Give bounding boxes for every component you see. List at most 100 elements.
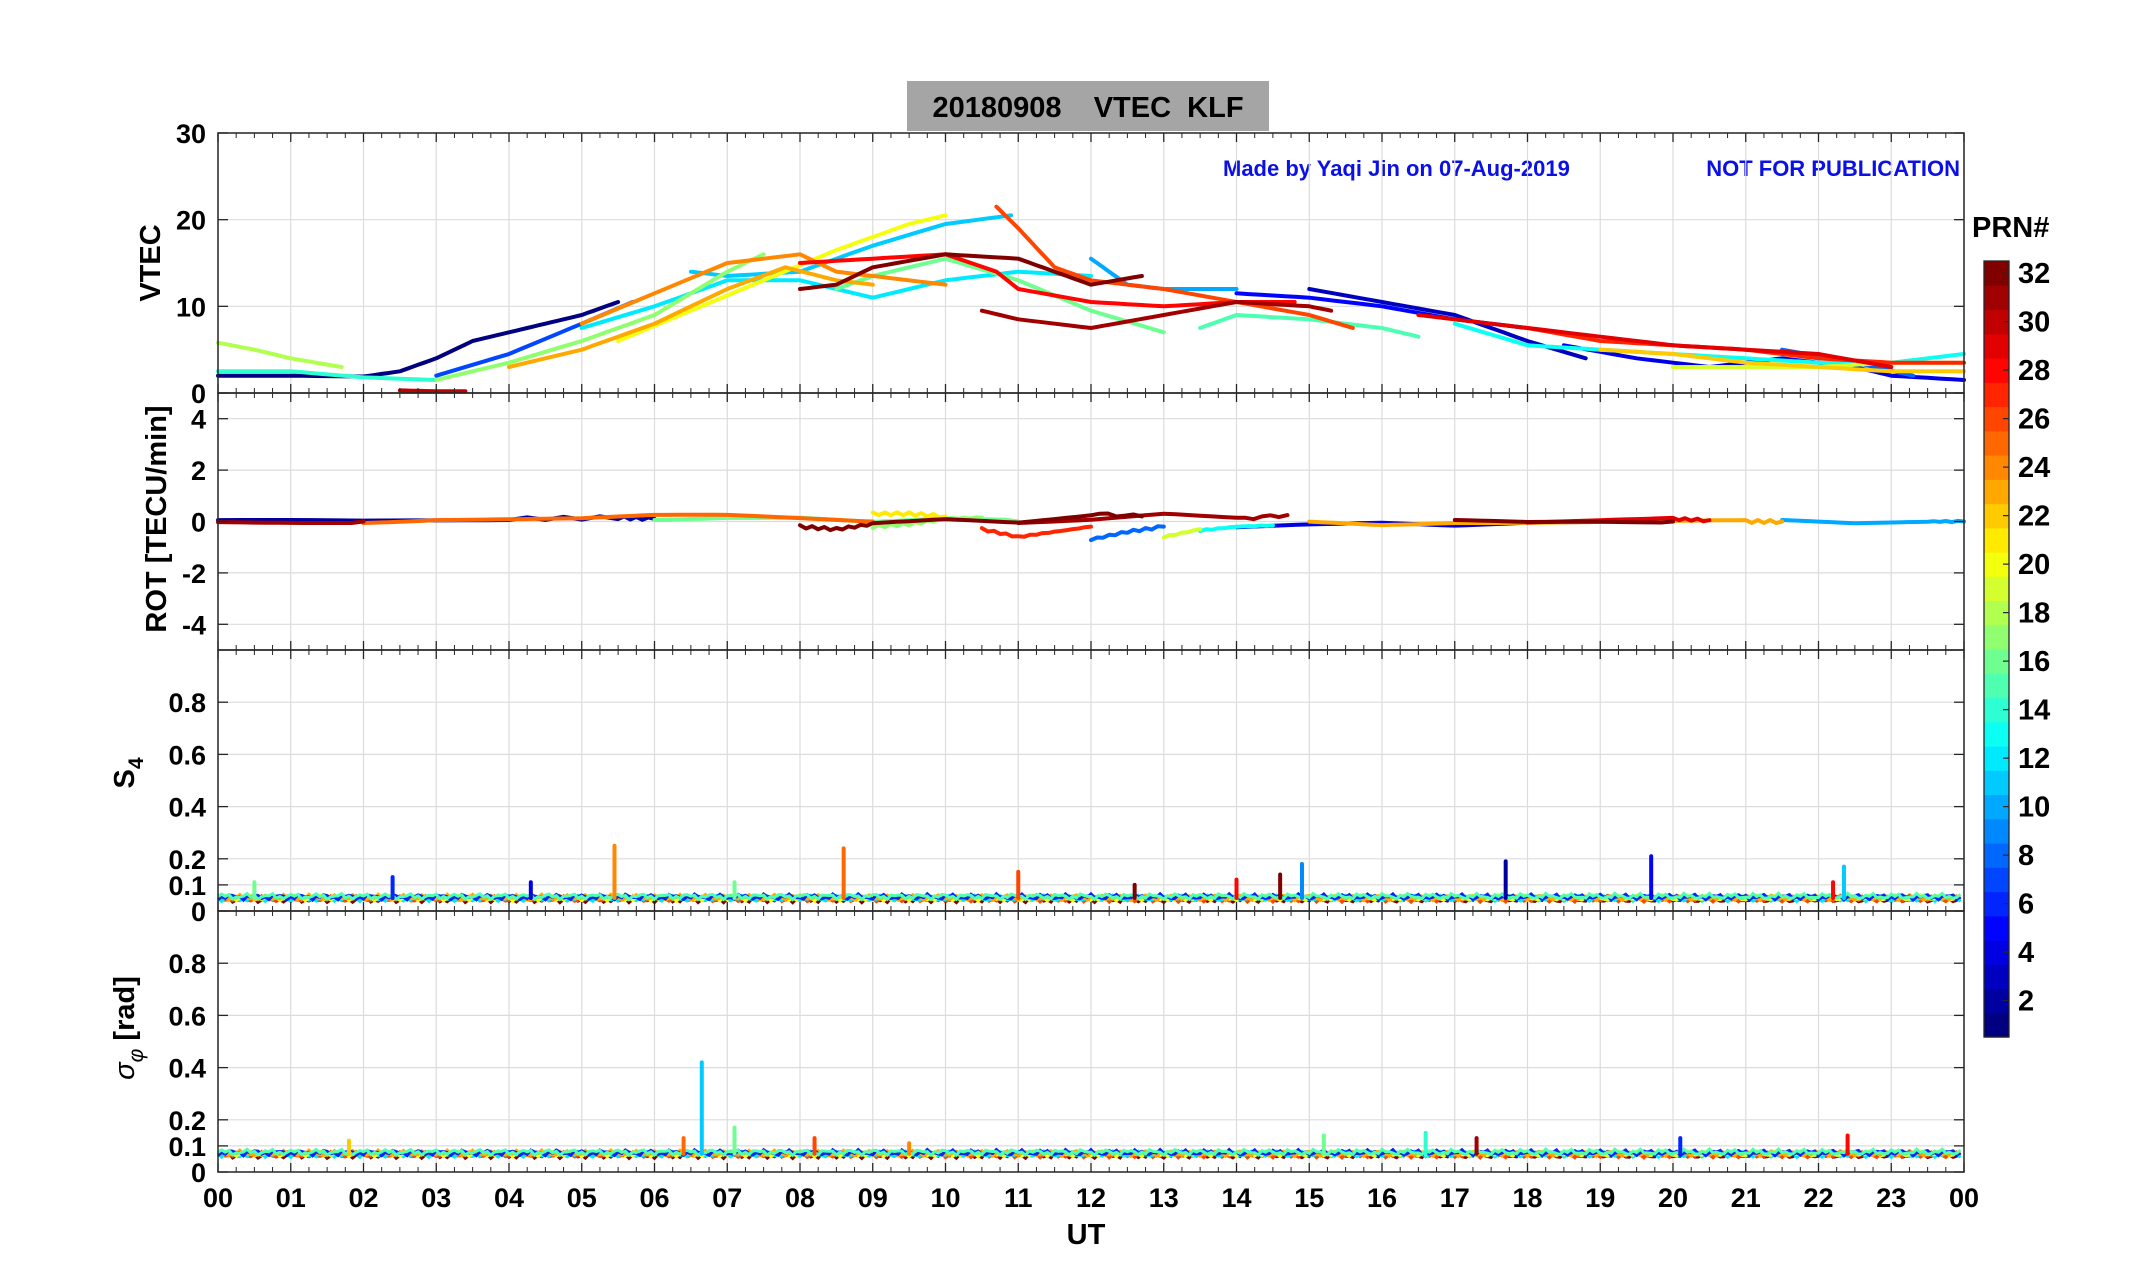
colorbar-tick-label: 6 <box>2018 889 2034 921</box>
x-axis-label: UT <box>1067 1219 1106 1251</box>
colorbar-tick-label: 24 <box>2018 452 2050 484</box>
series-line-prn-13 <box>1198 523 1275 534</box>
series-line-prn-19 <box>1161 527 1203 540</box>
colorbar-segment <box>1984 576 2009 602</box>
colorbar-tick-label: 16 <box>2018 646 2050 678</box>
series-line-prn-29 <box>1416 313 1894 369</box>
series-line-prn-17 <box>434 252 766 382</box>
y-tick-label: 0.8 <box>168 688 206 718</box>
colorbar-tick-label: 20 <box>2018 549 2050 581</box>
series-line-prn-25 <box>361 512 875 525</box>
colorbar-tick-label: 32 <box>2018 258 2050 290</box>
series-line-prn-16 <box>834 256 1166 335</box>
x-tick-label: 18 <box>1512 1183 1542 1213</box>
colorbar-frame <box>1983 260 2010 1038</box>
y-tick-label: 0.6 <box>168 740 206 770</box>
series-line-prn-27 <box>979 524 1093 539</box>
x-tick-label: 12 <box>1076 1183 1106 1213</box>
x-tick-label: 11 <box>1004 1183 1033 1213</box>
sigma-phi-ticks: 00.10.2 0.4 0.6 0.8 <box>168 911 1965 1188</box>
x-tick-label: 15 <box>1294 1183 1324 1213</box>
colorbar-segment <box>1984 867 2009 893</box>
x-tick-label: 03 <box>421 1183 451 1213</box>
colorbar-tick-label: 18 <box>2018 598 2050 630</box>
colorbar-segment <box>1984 915 2009 941</box>
x-tick-label: 23 <box>1876 1183 1906 1213</box>
series-line-prn-21 <box>870 510 948 520</box>
rot-ylabel: ROT [TECU/min] <box>141 405 173 632</box>
colorbar-segment <box>1984 770 2009 796</box>
y-tick-label: 0.4 <box>168 793 206 823</box>
colorbar-segment <box>1984 527 2009 553</box>
series-line-prn-28 <box>798 252 1297 309</box>
y-tick-label: -2 <box>182 559 206 589</box>
colorbar-label: PRN# <box>1972 212 2049 244</box>
series-line-prn-31 <box>216 519 366 525</box>
x-tick-label: 17 <box>1440 1183 1470 1213</box>
baseline-trace-prn-15 <box>217 891 1962 902</box>
publication-note: NOT FOR PUBLICATION <box>1706 156 1960 181</box>
series-line-prn-26 <box>994 204 1355 330</box>
series-line-prn-31 <box>1016 511 1290 525</box>
x-tick-label: 14 <box>1221 1183 1251 1213</box>
sigma-phi-frame <box>217 910 1965 1173</box>
colorbar-segment <box>1984 818 2009 844</box>
colorbar-segment <box>1984 285 2009 311</box>
colorbar-segment <box>1984 333 2009 359</box>
rot-grid <box>217 393 1965 650</box>
series-line-prn-14 <box>216 369 439 382</box>
vtec-ylabel: VTEC <box>135 224 167 301</box>
y-tick-label: 10 <box>176 292 206 322</box>
sigma-phi-ylabel: σφ [rad] <box>109 976 148 1080</box>
s4-ticks: 00.10.2 0.4 0.6 0.8 <box>168 650 1965 927</box>
series-line-prn-10 <box>1780 518 1966 526</box>
y-tick-label: 0 <box>191 379 206 409</box>
x-tick-label: 07 <box>712 1183 742 1213</box>
x-tick-label: 02 <box>348 1183 378 1213</box>
series-line-prn-18 <box>216 340 344 369</box>
colorbar-tick-label: 22 <box>2018 501 2050 533</box>
rot-plot-area <box>216 510 1966 543</box>
series-line-prn-22 <box>1598 347 1966 374</box>
series-line-prn-32 <box>1452 518 1675 525</box>
y-tick-label: 0.4 <box>168 1054 206 1084</box>
x-tick-label: 06 <box>639 1183 669 1213</box>
colorbar-segment <box>1984 479 2009 505</box>
colorbar-tick-label: 4 <box>2018 937 2034 969</box>
colorbar-tick-label: 28 <box>2018 355 2050 387</box>
y-tick-label: 0 <box>191 1158 206 1188</box>
chart-title: 20180908 VTEC KLF <box>932 92 1243 124</box>
colorbar-tick-label: 2 <box>2018 986 2034 1018</box>
x-tick-label: 13 <box>1149 1183 1179 1213</box>
s4-plot-area <box>216 843 1962 905</box>
colorbar-tick-label: 14 <box>2018 695 2050 727</box>
x-tick-label: 21 <box>1731 1183 1761 1213</box>
y-tick-label: 0.1 <box>168 1132 206 1162</box>
x-tick-labels: 00 01 02 03 04 05 06 07 08 09 10 11 12 13 14 15 16 17 18 19… <box>203 1183 1979 1213</box>
x-tick-label: 16 <box>1367 1183 1397 1213</box>
sigma-phi-panel: 00.10.2 0.4 0.6 0.8 <box>168 910 1965 1188</box>
rot-panel: -4 -2 0 2 4 <box>182 392 1966 651</box>
x-tick-label: 08 <box>785 1183 815 1213</box>
colorbar-segment <box>1984 430 2009 456</box>
colorbar-segment <box>1984 382 2009 408</box>
y-tick-label: 0 <box>191 897 206 927</box>
y-tick-label: 30 <box>176 119 206 149</box>
x-tick-label: 00 <box>203 1183 233 1213</box>
vtec-plot-area <box>216 204 1966 394</box>
y-tick-label: 0.8 <box>168 949 206 979</box>
series-line-prn-15 <box>1198 313 1421 339</box>
colorbar-tick-label: 30 <box>2018 307 2050 339</box>
colorbar-tick-label: 10 <box>2018 792 2050 824</box>
x-tick-label: 20 <box>1658 1183 1688 1213</box>
rot-ticks: -4 -2 0 2 4 <box>182 393 1965 650</box>
colorbar-segment <box>1984 1012 2009 1038</box>
title-box <box>907 81 1269 131</box>
y-tick-label: 0.2 <box>168 845 206 875</box>
series-line-prn-23 <box>507 265 875 369</box>
x-tick-label: 19 <box>1585 1183 1615 1213</box>
x-tick-label: 01 <box>276 1183 306 1213</box>
x-tick-label: 09 <box>858 1183 888 1213</box>
x-tick-label: 22 <box>1803 1183 1833 1213</box>
